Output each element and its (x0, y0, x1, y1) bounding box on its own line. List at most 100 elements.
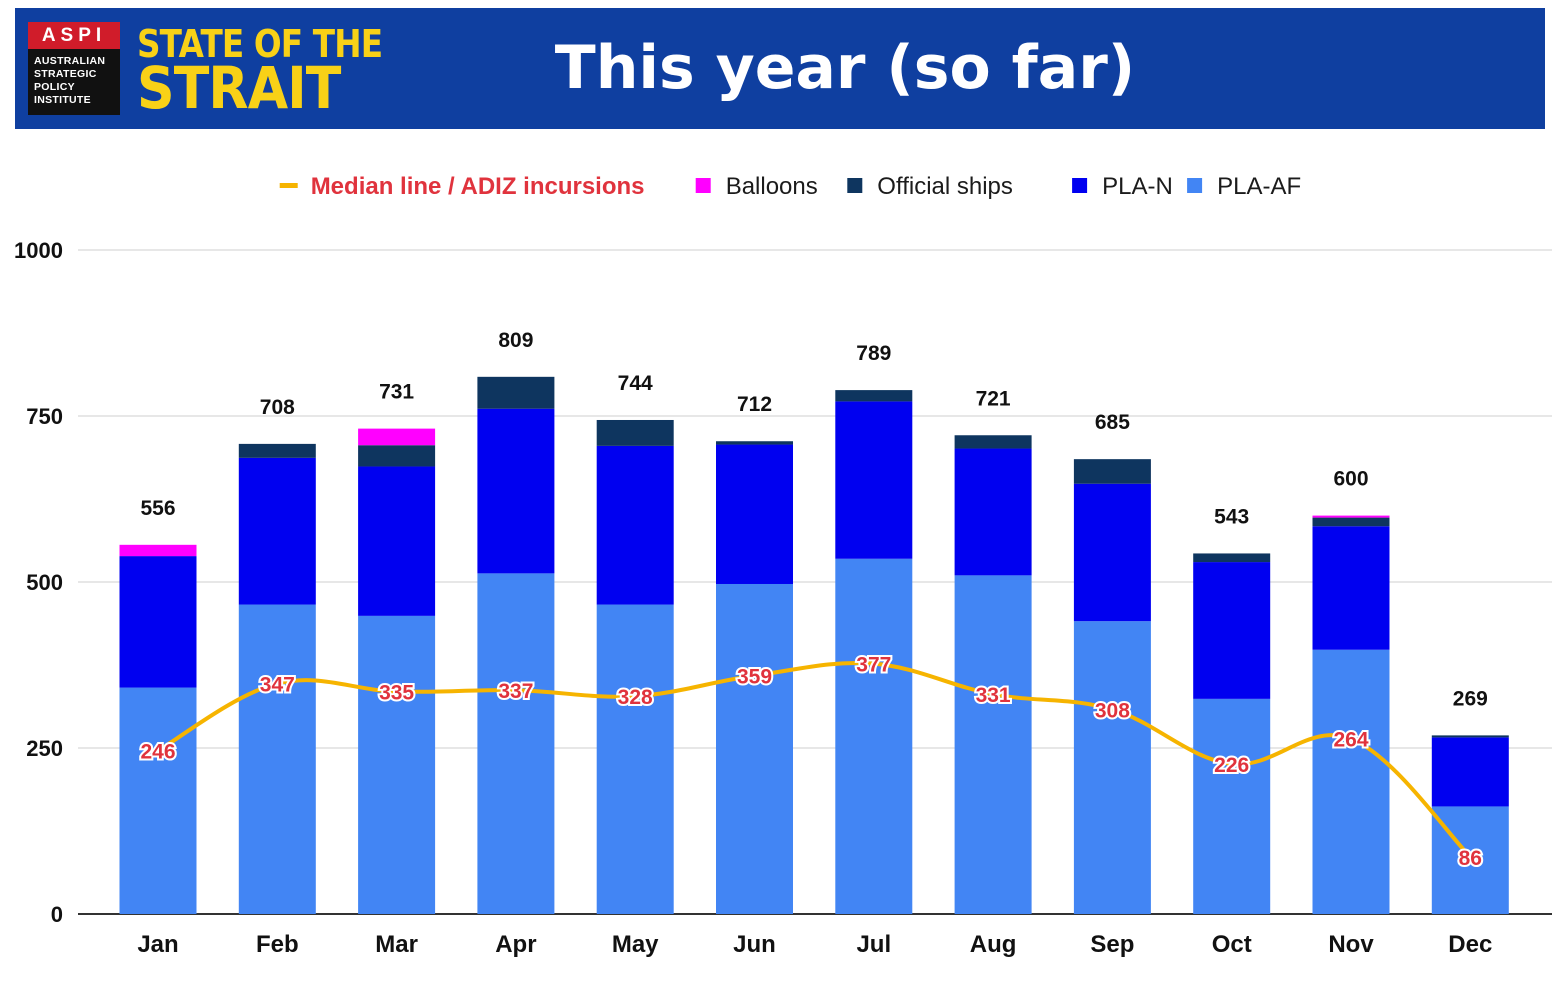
bar-stack-mar (358, 428, 436, 914)
bar-pla-n-mar (358, 466, 436, 616)
bar-pla-af-jul (835, 558, 913, 914)
aspi-logo-line: AUSTRALIAN (34, 55, 106, 67)
legend-item-pla-af: PLA-AF (1187, 173, 1301, 200)
legend-label: Median line / ADIZ incursions (311, 173, 645, 200)
total-label-mar: 731 (379, 381, 414, 404)
median-label-apr: 337 (498, 680, 533, 703)
x-tick-label: Jun (733, 931, 776, 958)
x-tick-label: Aug (970, 931, 1017, 958)
total-label-sep: 685 (1095, 411, 1130, 434)
chart-legend: Median line / ADIZ incursions Balloons Off… (279, 173, 1301, 200)
bar-stack-jan (119, 544, 197, 914)
y-axis: 0 250 500 750 1000 (14, 238, 63, 927)
bar-official-ships-sep (1073, 459, 1151, 484)
bar-balloons-jan (119, 544, 197, 557)
bar-official-ships-nov (1312, 517, 1390, 527)
bar-official-ships-oct (1193, 553, 1271, 563)
total-label-nov: 600 (1333, 468, 1368, 491)
brand-title-line1: STATE OF THE (137, 22, 383, 66)
bar-pla-n-jul (835, 401, 913, 559)
median-line (156, 660, 1473, 859)
median-label-jan: 246 (140, 741, 175, 764)
legend-swatch (695, 178, 711, 193)
bar-pla-af-nov (1312, 649, 1390, 914)
median-label-sep: 308 (1095, 699, 1130, 722)
legend-swatch (1072, 178, 1088, 193)
x-tick-label: Mar (375, 931, 418, 958)
aspi-logo: ASPI AUSTRALIAN STRATEGIC POLICY INSTITU… (28, 22, 120, 115)
total-label-may: 744 (618, 372, 653, 395)
legend-label: PLA-N (1102, 173, 1173, 200)
bar-stack-apr (477, 376, 555, 914)
x-tick-label: Oct (1212, 931, 1252, 958)
x-tick-label: May (612, 931, 659, 958)
bar-pla-n-dec (1431, 737, 1509, 807)
total-label-jun: 712 (737, 393, 772, 416)
total-labels: 556 708 731 809 744 712 789 721 685 543 600 269 (140, 329, 1487, 711)
chart-gridlines (78, 249, 1552, 915)
median-label-aug: 331 (976, 684, 1011, 707)
legend-item-official-ships: Official ships (847, 173, 1013, 200)
x-tick-label: Jul (856, 931, 891, 958)
y-tick-label: 500 (26, 570, 63, 595)
brand-title-line2: STRAIT (137, 54, 341, 122)
header-banner: ASPI AUSTRALIAN STRATEGIC POLICY INSTITU… (15, 8, 1545, 129)
legend-line-swatch (279, 183, 298, 188)
bar-stacks (119, 376, 1509, 914)
bar-stack-may (596, 419, 674, 914)
total-label-dec: 269 (1453, 687, 1488, 710)
bar-pla-n-aug (954, 448, 1032, 576)
bar-official-ships-aug (954, 435, 1032, 449)
median-line-series: 246 347 335 337 328 359 377 331 308 226 264 86 (138, 652, 1484, 872)
bar-pla-af-may (596, 604, 674, 914)
bar-stack-jun (716, 441, 793, 914)
bar-pla-n-sep (1073, 483, 1151, 622)
x-axis: Jan Feb Mar Apr May Jun Jul Aug Sep Oct Nov Dec (137, 931, 1492, 958)
aspi-logo-line: INSTITUTE (34, 94, 91, 106)
bar-pla-n-jan (119, 556, 197, 688)
bar-official-ships-apr (477, 376, 555, 409)
legend-item-pla-n: PLA-N (1072, 173, 1173, 200)
bar-stack-jul (835, 390, 913, 914)
bar-pla-n-apr (477, 408, 555, 574)
bar-official-ships-dec (1431, 735, 1509, 738)
bar-stack-oct (1193, 553, 1271, 914)
aspi-logo-line: POLICY (34, 81, 75, 93)
y-tick-label: 250 (26, 736, 63, 761)
y-tick-label: 0 (51, 902, 63, 927)
median-label-oct: 226 (1214, 754, 1249, 777)
bar-balloons-nov (1312, 515, 1390, 518)
bar-balloons-mar (358, 428, 436, 446)
median-label-feb: 347 (260, 674, 295, 697)
bar-pla-af-mar (358, 615, 436, 914)
median-label-dec: 86 (1459, 847, 1482, 870)
bar-pla-af-jun (716, 583, 793, 914)
x-tick-label: Dec (1448, 931, 1492, 958)
legend-label: Official ships (877, 173, 1013, 200)
legend-swatch (847, 178, 863, 193)
legend-item-balloons: Balloons (695, 173, 818, 200)
bar-official-ships-may (596, 419, 674, 446)
y-tick-label: 1000 (14, 238, 63, 263)
y-tick-label: 750 (26, 404, 63, 429)
total-label-feb: 708 (260, 396, 295, 419)
total-label-apr: 809 (498, 329, 533, 352)
bar-pla-af-feb (238, 604, 316, 914)
legend-label: PLA-AF (1217, 173, 1301, 200)
bar-pla-n-nov (1312, 526, 1390, 650)
total-label-oct: 543 (1214, 505, 1249, 528)
legend-item-median-line-adiz-incursions: Median line / ADIZ incursions (279, 173, 645, 200)
legend-label: Balloons (726, 173, 818, 200)
bar-pla-n-jun (716, 444, 793, 584)
bar-official-ships-jun (716, 441, 793, 445)
median-label-jul: 377 (856, 654, 891, 677)
bar-pla-af-aug (954, 575, 1032, 914)
total-label-jan: 556 (140, 497, 175, 520)
aspi-logo-line: STRATEGIC (34, 68, 97, 80)
bar-stack-aug (954, 435, 1032, 914)
median-label-mar: 335 (379, 682, 414, 705)
bar-stack-nov (1312, 515, 1390, 914)
x-tick-label: Jan (137, 931, 178, 958)
median-label-may: 328 (618, 686, 653, 709)
bar-pla-af-sep (1073, 621, 1151, 914)
